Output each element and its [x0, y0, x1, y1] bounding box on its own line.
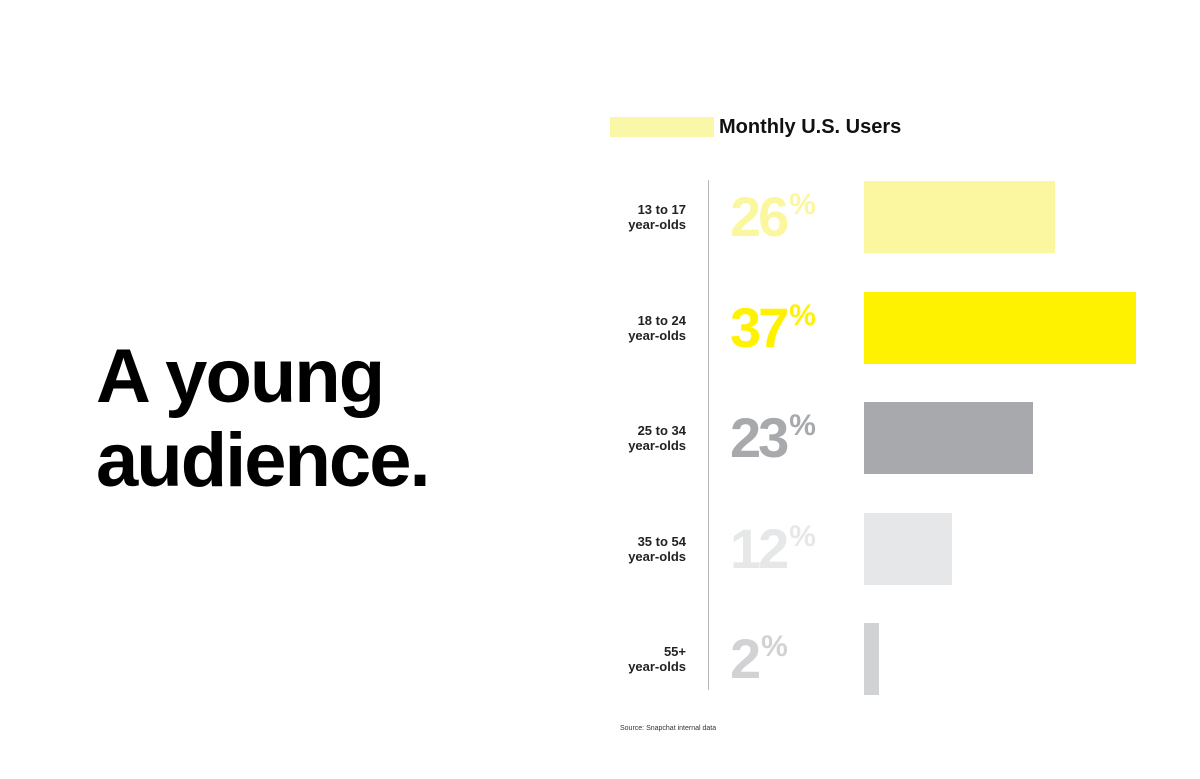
bar: [864, 291, 1136, 364]
chart-axis-line: [708, 180, 709, 690]
chart-title: Monthly U.S. Users: [719, 116, 902, 138]
category-range: 18 to 24: [637, 312, 686, 328]
bar: [864, 402, 1033, 474]
data-label-percent-sign: %: [789, 298, 816, 332]
data-label-value: 23: [730, 406, 789, 469]
headline-line-2: audience.: [96, 418, 431, 503]
category-unit: year-olds: [628, 217, 686, 232]
category-unit: year-olds: [628, 659, 686, 674]
category-unit: year-olds: [628, 438, 686, 453]
category-label: 13 to 17 year-olds: [600, 202, 686, 232]
source-note: Source: Snapchat internal data: [620, 725, 717, 732]
chart-title-swatch: [610, 117, 714, 137]
category-range: 25 to 34: [637, 423, 686, 438]
category-label: 25 to 34 year-olds: [600, 423, 686, 453]
data-label: 12%: [730, 516, 816, 580]
bar: [864, 512, 952, 585]
category-label: 35 to 54 year-olds: [600, 534, 686, 564]
data-label: 26%: [730, 187, 816, 247]
headline: A young audience.: [96, 334, 431, 503]
bar: [864, 181, 1055, 253]
data-label-value: 37: [730, 295, 789, 359]
category-label: 18 to 24 year-olds: [600, 313, 686, 343]
category-range: 13 to 17: [637, 202, 686, 217]
category-range: 35 to 54: [637, 533, 686, 549]
data-label-percent-sign: %: [789, 188, 816, 221]
data-label-percent-sign: %: [761, 630, 788, 663]
bar: [864, 623, 879, 695]
data-label: 2%: [730, 629, 788, 689]
category-unit: year-olds: [628, 327, 686, 343]
data-label: 23%: [730, 408, 816, 468]
data-label-value: 12: [730, 516, 789, 580]
data-label-value: 26: [730, 185, 789, 248]
data-label-percent-sign: %: [789, 409, 816, 442]
category-unit: year-olds: [628, 548, 686, 564]
data-label-value: 2: [730, 627, 761, 690]
category-label: 55+ year-olds: [600, 644, 686, 674]
data-label-percent-sign: %: [789, 519, 816, 553]
category-range: 55+: [663, 644, 686, 659]
data-label: 37%: [730, 295, 816, 359]
headline-line-1: A young: [96, 334, 385, 419]
